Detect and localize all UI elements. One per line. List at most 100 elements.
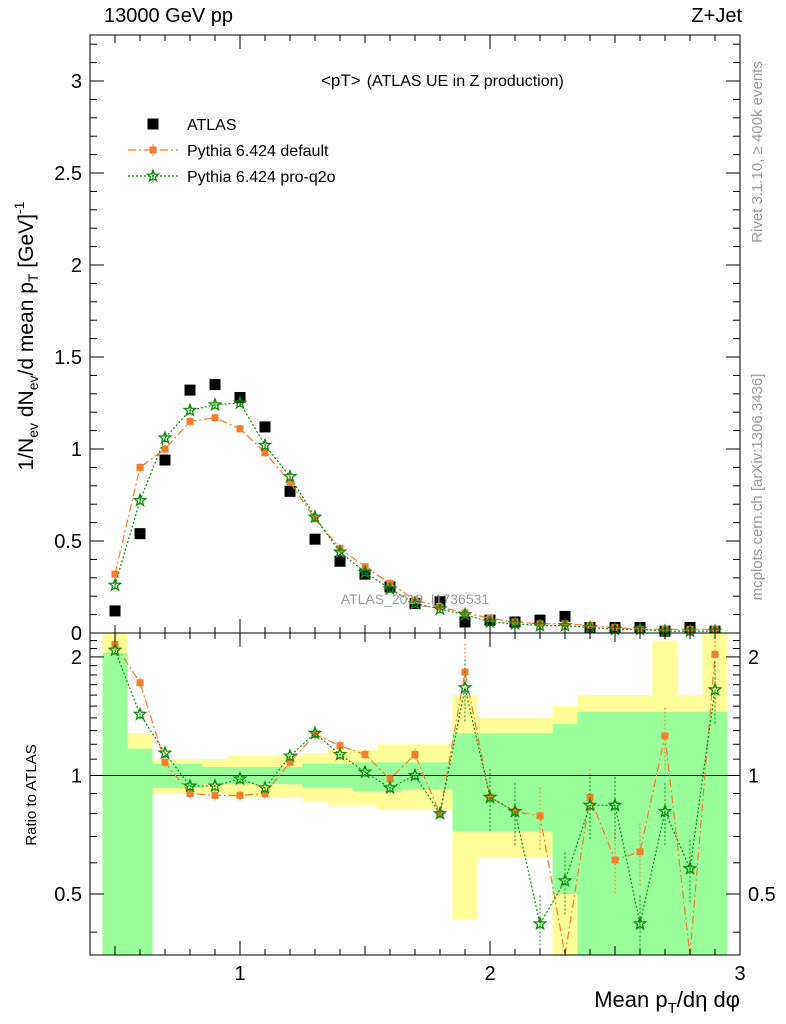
data-point [157,430,173,445]
data-point [382,580,398,596]
data-point [357,564,373,579]
x-tick-label: 3 [734,963,745,985]
ratio-point [332,746,348,761]
x-axis-label: Mean pT/dη dφ [594,987,740,1017]
data-point [136,463,144,471]
ratio-point [361,751,369,759]
data-point [236,425,244,433]
ratio-point [186,789,194,797]
ratio-point [132,706,148,721]
ratio-point [282,748,298,763]
legend-marker [145,168,161,183]
ratio-point [157,745,173,760]
ratio-series-pythia-pro-q2o [107,642,723,955]
data-point [457,606,473,622]
ratio-point [136,679,144,687]
ratio-point [432,805,448,821]
data-point [207,396,223,412]
x-tick-label: 2 [484,963,495,985]
main-plot-panel: 0 0.5 1 1.5 2 2.5 3 [54,34,741,645]
main-y-axis-label: 1/Nev dNev/d mean pT [GeV]-1 [11,201,41,470]
plot-title: <pT> (ATLAS UE in Z production) [321,71,564,90]
ratio-point [232,771,248,786]
data-point [132,492,148,507]
ratio-y-tick-label: 1 [71,765,82,787]
process-label: 13000 GeV pp [104,5,233,27]
data-point [282,468,298,484]
ratio-point [386,775,394,783]
ratio-point [182,778,198,793]
stat-uncertainty-band [127,748,153,955]
data-point [507,615,523,631]
y-tick-label: 0.5 [54,531,82,553]
ratio-point [407,767,423,782]
ratio-point [557,872,573,888]
data-point [432,601,448,616]
legend-marker [149,146,157,154]
data-point [459,616,471,628]
y-tick-label: 0 [71,623,82,645]
ratio-point [261,789,269,797]
ratio-point [636,848,644,856]
ratio-point [207,778,223,793]
data-point [261,449,269,457]
stat-uncertainty-band [677,711,703,955]
data-point [332,544,348,559]
ratio-point [307,725,323,740]
y-tick-label: 2.5 [54,163,82,185]
stat-uncertainty-band [427,762,453,790]
ratio-point [661,732,669,740]
ratio-y-tick-label-right: 2 [748,647,759,669]
data-point [159,454,171,466]
x-tick-label: 1 [234,963,245,985]
ratio-point [657,803,673,818]
data-point [109,605,121,617]
ratio-point [482,789,498,804]
ratio-point [611,856,619,864]
data-point [182,402,198,417]
ratio-y-tick-label: 2 [71,647,82,669]
data-point [284,485,296,497]
ratio-point [457,679,473,695]
mcplots-reference-label: mcplots.cern.ch [arXiv:1306.3436] [749,374,766,601]
data-point [209,379,221,391]
legend-label: Pythia 6.424 pro-q2o [187,169,336,186]
data-point [134,528,146,540]
ratio-point [161,758,169,766]
legend-label: ATLAS [187,117,237,134]
data-point [407,595,423,610]
ratio-point [707,681,723,697]
ratio-point [236,791,244,799]
data-point [309,533,321,545]
ratio-y-axis-label: Ratio to ATLAS [23,744,40,845]
ratio-plot-panel: 0.5 0.5 1 1 2 2 1 2 3 [54,632,776,985]
ratio-point [532,915,548,931]
ratio-y-tick-label-right: 0.5 [748,884,776,906]
ratio-point [311,731,319,739]
stat-uncertainty-band [552,724,578,894]
analysis-watermark: ATLAS_2019_I1736531 [341,591,490,607]
ratio-y-tick-label: 0.5 [54,884,82,906]
ratio-point [107,642,123,657]
legend: ATLAS Pythia 6.424 default Pythia 6.424 pr… [128,117,336,186]
data-point [107,577,123,592]
stat-uncertainty-band [102,652,128,955]
ratio-point [411,751,419,759]
y-tick-label: 2 [71,255,82,277]
data-point [257,437,273,452]
ratio-point [507,803,523,818]
stat-uncertainty-band [452,733,478,832]
ratio-point [382,780,398,795]
ratio-point [582,797,598,812]
data-point [334,555,346,567]
ratio-point [536,812,544,820]
ratio-point [632,915,648,931]
ratio-point [711,650,719,658]
ratio-point [336,742,344,750]
ratio-point [682,860,698,876]
data-point [307,509,323,524]
data-point [259,421,271,433]
final-state-label: Z+Jet [691,5,742,27]
y-tick-label: 1.5 [54,347,82,369]
